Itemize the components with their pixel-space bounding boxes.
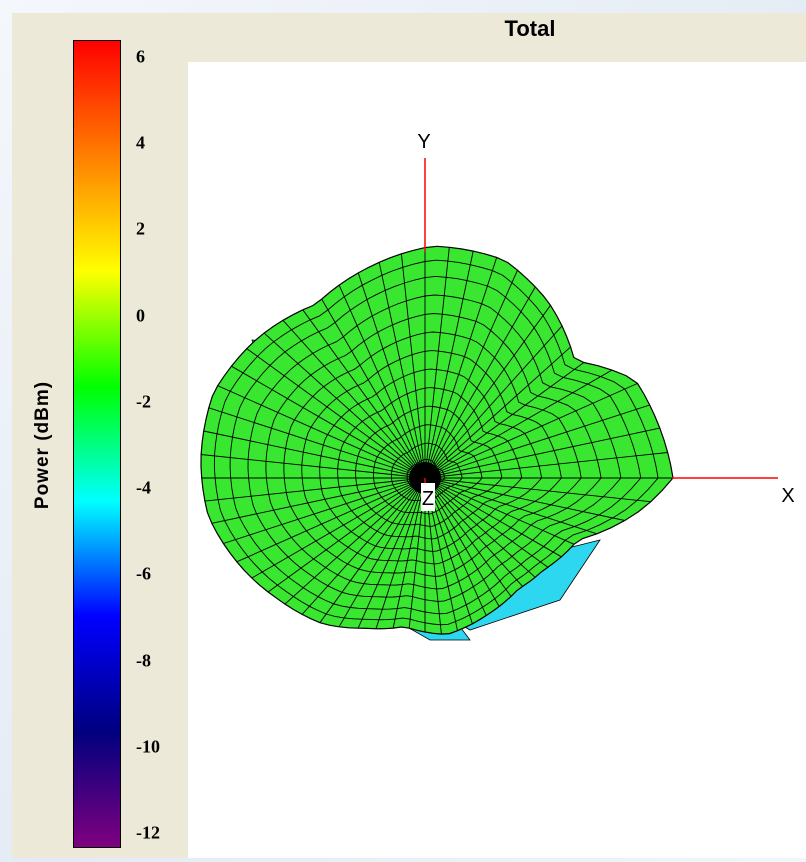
mesh-meridian bbox=[357, 477, 426, 629]
mesh-meridian bbox=[424, 346, 571, 479]
mesh-meridian bbox=[424, 477, 512, 597]
mesh-parallel bbox=[265, 313, 602, 590]
mesh-meridian bbox=[375, 477, 426, 629]
mesh-parallel bbox=[319, 368, 543, 552]
mesh-meridian bbox=[424, 251, 474, 479]
mesh-meridian bbox=[211, 477, 426, 524]
mesh-meridian bbox=[424, 305, 551, 479]
mesh-parallel bbox=[373, 424, 483, 515]
mesh-meridian bbox=[338, 284, 426, 479]
mesh-meridian bbox=[424, 477, 536, 578]
z-axis-label-bg bbox=[421, 483, 435, 511]
mesh-meridian bbox=[321, 298, 426, 479]
mesh-parallel bbox=[247, 294, 622, 602]
mesh-parallel bbox=[301, 350, 562, 565]
mesh-meridian bbox=[231, 365, 426, 479]
x-axis-label: X bbox=[781, 485, 794, 507]
mesh-meridian bbox=[424, 257, 498, 479]
mesh-parallel bbox=[283, 331, 582, 577]
mesh-meridian bbox=[267, 477, 426, 593]
mesh-meridian bbox=[208, 407, 426, 479]
colorbar-tick-label: -2 bbox=[136, 391, 151, 412]
mesh-meridian bbox=[424, 477, 562, 558]
mesh-meridian bbox=[400, 253, 426, 479]
mesh-meridian bbox=[424, 477, 575, 545]
y-axis-label: Y bbox=[417, 131, 430, 153]
colorbar-tick-label: 6 bbox=[136, 46, 145, 67]
mesh-meridian bbox=[204, 477, 426, 502]
mesh-parallel bbox=[337, 387, 523, 540]
mesh-meridian bbox=[424, 382, 638, 479]
mesh-meridian bbox=[424, 286, 536, 479]
mesh-parallel bbox=[229, 275, 642, 615]
colorbar-tick-label: -8 bbox=[136, 650, 151, 671]
mesh-parallel bbox=[355, 405, 503, 527]
mesh-meridian bbox=[424, 325, 563, 479]
mesh-meridian bbox=[424, 362, 585, 479]
mesh-meridian bbox=[251, 477, 426, 579]
mesh-meridian bbox=[378, 262, 426, 479]
colorbar-tick-label: -10 bbox=[136, 736, 160, 757]
mesh-meridian bbox=[302, 309, 426, 479]
colorbar-tick-label: 2 bbox=[136, 218, 145, 239]
colorbar-tick-label: -4 bbox=[136, 477, 151, 498]
colorbar-tick-label: -12 bbox=[136, 822, 160, 843]
mesh-meridian bbox=[201, 454, 426, 479]
colorbar-tick-label: 4 bbox=[136, 132, 145, 153]
mesh-meridian bbox=[424, 247, 450, 479]
mesh-meridian bbox=[357, 272, 426, 479]
mesh-meridian bbox=[301, 477, 426, 615]
colorbar bbox=[73, 40, 121, 848]
mesh-meridian bbox=[424, 477, 598, 535]
mesh-meridian bbox=[424, 477, 500, 607]
mesh-meridian bbox=[263, 332, 426, 479]
mesh-meridian bbox=[424, 477, 625, 521]
chart-title: Total bbox=[504, 16, 556, 41]
mesh-meridian bbox=[424, 369, 613, 479]
mesh-meridian bbox=[424, 270, 518, 479]
mesh-meridian bbox=[424, 477, 549, 568]
colorbar-tick-label: -6 bbox=[136, 563, 151, 584]
mesh-meridian bbox=[319, 477, 426, 623]
mesh-parallel bbox=[390, 442, 463, 502]
mesh-meridian bbox=[424, 477, 651, 503]
colorbar-tick-label: 0 bbox=[136, 305, 145, 326]
mesh-meridian bbox=[392, 477, 426, 629]
mesh-meridian bbox=[424, 452, 668, 479]
mesh-meridian bbox=[424, 477, 523, 587]
mesh-meridian bbox=[236, 477, 426, 563]
mesh-parallel bbox=[213, 259, 659, 626]
mesh-meridian bbox=[284, 477, 426, 605]
mesh-meridian bbox=[338, 477, 426, 628]
mesh-meridian bbox=[424, 404, 650, 479]
mesh-meridian bbox=[203, 430, 426, 479]
mesh-meridian bbox=[223, 477, 426, 544]
mesh-meridian bbox=[424, 427, 660, 479]
mesh-meridian bbox=[246, 348, 426, 479]
mesh-meridian bbox=[424, 477, 487, 616]
z-axis-label: Z bbox=[422, 488, 434, 510]
mesh-meridian bbox=[282, 319, 426, 479]
mesh-meridian bbox=[217, 385, 426, 479]
